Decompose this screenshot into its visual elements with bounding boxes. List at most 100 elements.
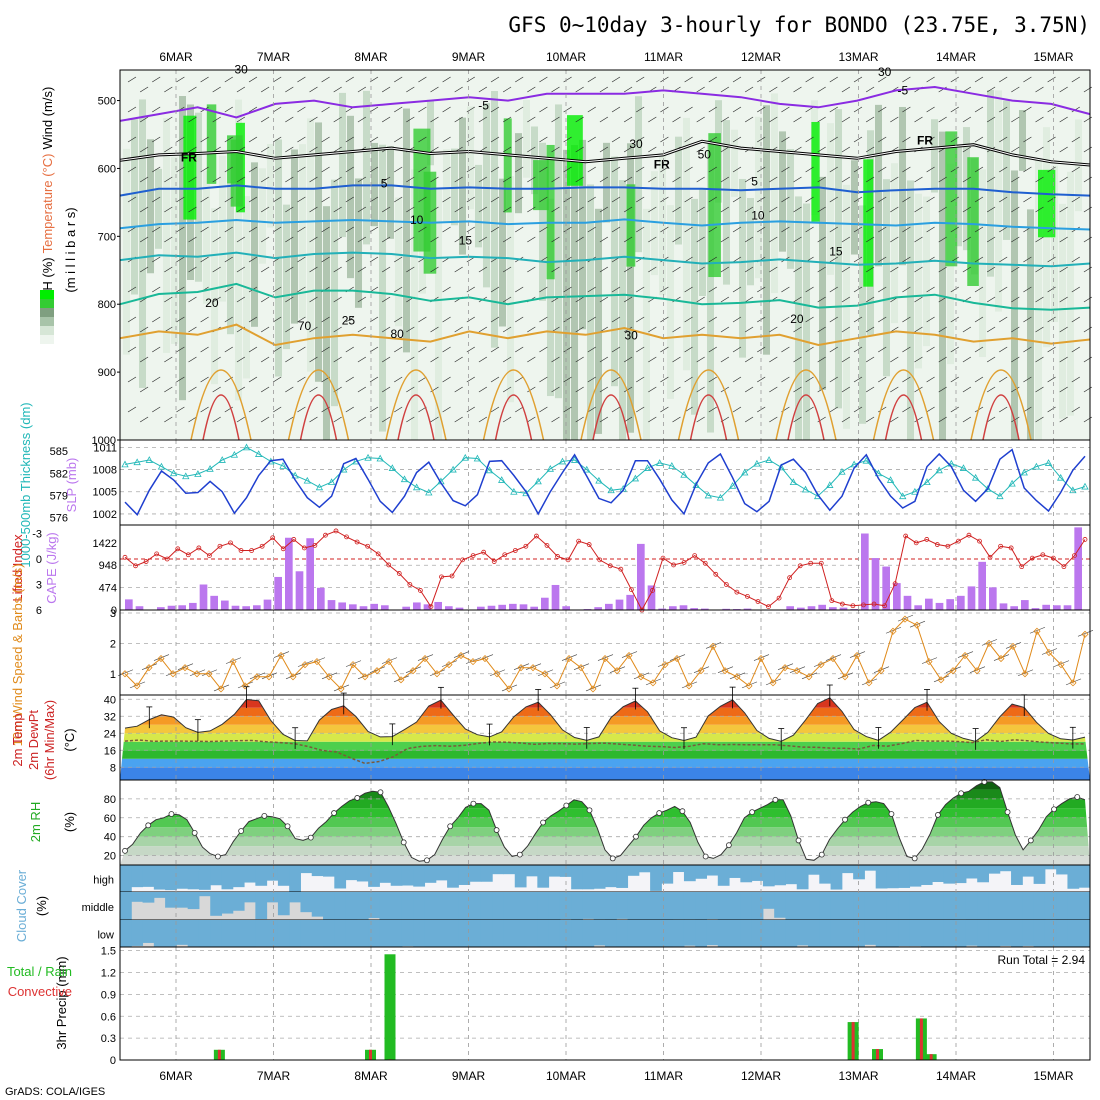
wind-barb	[260, 116, 270, 123]
rh-shading	[483, 103, 490, 288]
wind-barb	[551, 356, 560, 363]
thickness-point	[230, 450, 239, 458]
cloud-bar	[853, 892, 865, 920]
temp-axis-label: 2m Temp	[10, 713, 25, 766]
wind-barb	[490, 406, 500, 413]
wind-barb	[648, 206, 657, 213]
thickness-point	[1057, 473, 1065, 481]
rh-shading	[795, 196, 802, 440]
cloud-bar	[864, 920, 877, 945]
thickness-point	[412, 483, 421, 491]
wind-barb	[708, 346, 717, 353]
wind-barb	[1041, 648, 1058, 655]
wind-barb	[878, 256, 887, 263]
cloud-bar	[255, 865, 268, 886]
thickness-point	[595, 476, 603, 484]
wind-barb	[974, 166, 984, 173]
cloud-bar	[142, 892, 155, 903]
wind-barb	[1035, 116, 1044, 123]
cape-bar	[242, 606, 250, 610]
wind-barb	[478, 86, 488, 93]
wind-barb	[708, 76, 717, 83]
rh-high-shading	[863, 159, 874, 287]
wind-barb	[865, 296, 875, 303]
wind-barb	[921, 657, 938, 664]
left-tick-label: 579	[50, 490, 68, 502]
wind-barb	[696, 296, 705, 303]
wind-speed-point	[769, 679, 777, 687]
wind-speed-point	[361, 673, 369, 681]
rh-high-shading	[503, 118, 512, 213]
wind-barb	[515, 346, 524, 353]
wind-barb	[1047, 376, 1056, 383]
wind-barb	[611, 136, 621, 143]
warm-contour	[775, 369, 837, 441]
lifted-index-point	[776, 595, 782, 601]
lifted-index-point	[1008, 545, 1014, 551]
cloud-bar	[774, 892, 786, 918]
wind-barb	[793, 356, 802, 363]
wind-barb	[853, 346, 863, 353]
rh-shading	[331, 179, 338, 407]
wind-barb	[1071, 166, 1080, 173]
wind-barb	[1059, 326, 1068, 333]
wind-barb	[394, 346, 403, 353]
precip-convective-bar	[369, 1049, 372, 1060]
cloud-bar	[661, 892, 674, 920]
cloud-level-label: middle	[82, 902, 114, 914]
wind-barb	[345, 256, 354, 263]
wind-barb	[515, 166, 524, 173]
wind-speed-point	[757, 655, 765, 663]
wind-barb	[297, 166, 306, 173]
wind-barb	[636, 106, 645, 113]
wind-barb	[212, 116, 221, 123]
cloud-bar	[210, 920, 223, 947]
wind-barb	[273, 346, 282, 353]
wind-barb	[248, 256, 258, 263]
wind-barb	[430, 356, 439, 363]
contour-label: 15	[459, 233, 473, 247]
wind-barb	[260, 146, 270, 153]
wind-barb	[297, 196, 306, 203]
wind-barb	[769, 176, 778, 183]
wind-barb	[297, 106, 306, 113]
wind-barb	[454, 116, 463, 123]
chart-title: GFS 0~10day 3-hourly for BONDO (23.75E, …	[508, 13, 1090, 37]
wind-barb	[853, 166, 863, 173]
wind-barb	[878, 316, 887, 323]
rh-point	[888, 811, 895, 817]
cloud-bar	[232, 920, 245, 947]
wind-barb	[793, 236, 802, 243]
wind-barb	[200, 376, 209, 383]
rh-contour-label: 30	[625, 329, 639, 343]
wind-barb	[285, 86, 294, 93]
cloud-bar	[751, 920, 764, 947]
wind-speed-point	[625, 651, 633, 660]
wind-barb	[817, 326, 826, 333]
wind-barb	[999, 106, 1008, 113]
rh-shading	[1011, 170, 1018, 441]
thickness-point	[753, 459, 761, 467]
rh-point	[261, 812, 268, 819]
wind-barb	[1053, 660, 1070, 667]
wind-barb	[273, 196, 282, 203]
cloud-bar	[379, 892, 392, 920]
wind-speed-point	[745, 682, 753, 690]
contour-label: 20	[790, 312, 804, 326]
thickness-point	[498, 476, 506, 483]
wind-barb	[561, 654, 578, 661]
wind-barb	[717, 666, 734, 673]
cloud-bar	[672, 865, 685, 873]
cloud-bar	[131, 920, 144, 946]
wind-barb	[611, 376, 621, 383]
wind-barb	[950, 286, 959, 293]
wind-barb	[333, 266, 342, 273]
wind-barb	[394, 196, 403, 203]
wind-barb	[527, 146, 536, 153]
wind-barb	[597, 654, 614, 661]
wind-barb	[890, 116, 899, 123]
wind-barb	[633, 672, 650, 680]
wind-barb	[962, 386, 972, 393]
cloud-bar	[345, 865, 358, 881]
